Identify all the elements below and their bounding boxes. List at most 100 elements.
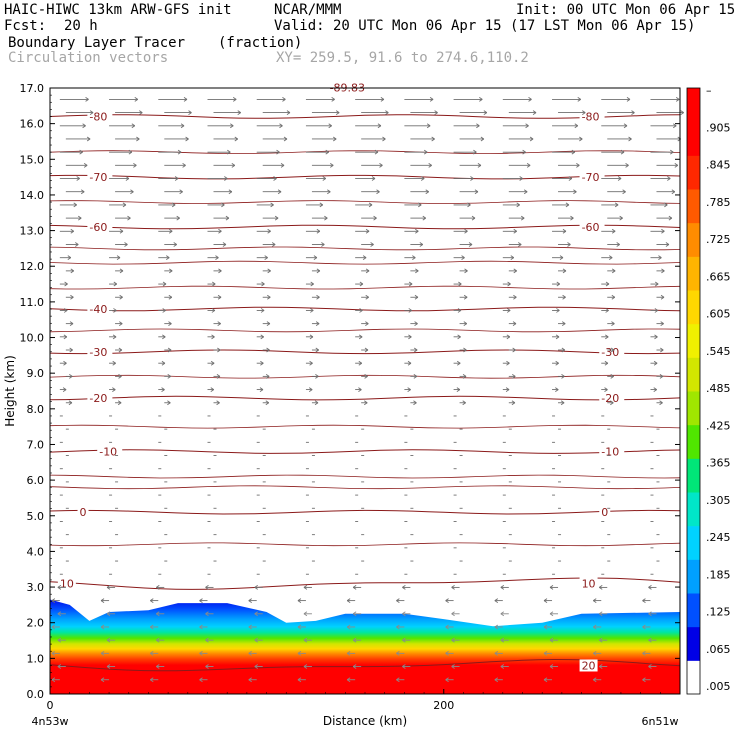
circulation-vector-head: [315, 347, 320, 353]
temperature-contour: [49, 485, 681, 490]
circulation-vector-head: [599, 664, 603, 669]
circulation-vector-head: [528, 97, 532, 102]
circulation-vector-head: [654, 281, 659, 287]
circulation-vector-head: [419, 242, 424, 247]
circulation-vector-head: [80, 189, 85, 195]
y-tick-label: 10.0: [20, 332, 45, 345]
circulation-vector-head: [593, 677, 597, 683]
circulation-vector-head: [63, 360, 67, 366]
circulation-vector-head: [420, 176, 425, 181]
temperature-contour: [49, 509, 681, 515]
circulation-vector-head: [642, 650, 646, 656]
circulation-vector-head: [270, 202, 274, 208]
circulation-vector-head: [248, 598, 252, 603]
circulation-vector-head: [667, 176, 671, 181]
circulation-vector-head: [332, 136, 337, 142]
contour-label-bg: [599, 392, 625, 405]
circulation-vector-head: [543, 624, 548, 630]
contour-label-bg: [57, 577, 76, 590]
circulation-vector-head: [611, 321, 615, 327]
circulation-vector-head: [122, 202, 127, 208]
circulation-vector-head: [616, 242, 620, 247]
circulation-vector-head: [396, 598, 400, 603]
circulation-vector-head: [303, 611, 308, 617]
circulation-vector-head: [582, 110, 586, 115]
circulation-vector-head: [462, 400, 466, 406]
circulation-vector-head: [205, 611, 209, 617]
circulation-vector-head: [161, 387, 165, 392]
contour-label: -80: [89, 111, 107, 124]
circulation-vector-head: [654, 334, 658, 340]
circulation-vector-head: [415, 228, 419, 234]
temperature-contour: [49, 114, 681, 119]
circulation-vector-head: [380, 97, 385, 102]
circulation-vector-head: [523, 189, 528, 195]
circulation-vector-head: [205, 664, 209, 669]
circulation-vector-head: [271, 242, 276, 247]
colorbar-label: .065: [706, 643, 731, 656]
circulation-vector-head: [431, 136, 435, 142]
circulation-vector-head: [106, 585, 111, 590]
circulation-vector-head: [280, 162, 285, 168]
circulation-vector-head: [362, 255, 367, 261]
circulation-vector-head: [303, 637, 308, 643]
circulation-vector-head: [610, 400, 614, 406]
circulation-vector-head: [156, 664, 160, 669]
circulation-vector-head: [456, 360, 461, 366]
circulation-vector-head: [559, 255, 564, 261]
circulation-vector-head: [561, 374, 565, 379]
header-org: NCAR/MMM: [274, 2, 342, 18]
circulation-vector-head: [396, 677, 400, 683]
circulation-vector-head: [506, 308, 511, 313]
x-axis-title: Distance (km): [323, 714, 407, 728]
colorbar-segment: [687, 424, 700, 459]
circulation-vector-head: [210, 360, 215, 366]
circulation-vector-head: [519, 176, 523, 181]
circulation-vector-head: [418, 202, 422, 208]
circulation-vector-head: [513, 268, 517, 274]
circulation-vector-head: [468, 242, 473, 247]
circulation-vector-head: [316, 228, 321, 234]
contour-label-bg: [579, 110, 605, 123]
circulation-vector-head: [610, 374, 614, 379]
circulation-vector-head: [266, 321, 271, 327]
circulation-vector-head: [560, 400, 565, 406]
circulation-vector-head: [543, 677, 548, 683]
circulation-vector-head: [456, 387, 461, 392]
circulation-vector-head: [168, 321, 172, 327]
circulation-vector-head: [315, 374, 319, 379]
circulation-vector-head: [211, 334, 215, 340]
circulation-vector-head: [661, 228, 665, 234]
colorbar-segment: [687, 222, 700, 257]
circulation-vector-head: [428, 162, 432, 168]
circulation-vector-head: [500, 611, 505, 617]
circulation-vector-head: [599, 585, 603, 590]
temperature-contour: [49, 260, 681, 265]
circulation-vector-head: [316, 294, 320, 300]
circulation-vector-head: [494, 624, 499, 630]
circulation-vector-head: [672, 123, 677, 129]
circulation-vector-head: [100, 677, 105, 683]
circulation-vector-head: [476, 123, 480, 129]
circulation-vector-head: [346, 677, 351, 683]
circulation-vector-head: [562, 294, 566, 300]
circulation-vector-head: [308, 387, 313, 392]
circulation-vector-head: [413, 347, 418, 353]
circulation-vector-head: [69, 374, 73, 379]
y-tick-label: 8.0: [27, 403, 45, 416]
circulation-vector-head: [494, 650, 499, 656]
y-tick-label: 9.0: [27, 367, 45, 380]
circulation-vector-head: [680, 110, 684, 115]
circulation-vector-head: [283, 136, 288, 142]
y-tick-label: 16.0: [20, 118, 45, 131]
contour-label: 0: [601, 506, 608, 519]
circulation-vector-head: [513, 294, 517, 300]
temperature-contour: [49, 285, 681, 290]
circulation-vector-head: [261, 281, 265, 287]
colorbar-segment: [687, 357, 700, 392]
circulation-vector-head: [83, 162, 88, 168]
circulation-vector-head: [379, 162, 383, 168]
circulation-vector-head: [335, 110, 340, 115]
colorbar-segment: [687, 121, 700, 156]
circulation-vector-head: [73, 202, 77, 208]
